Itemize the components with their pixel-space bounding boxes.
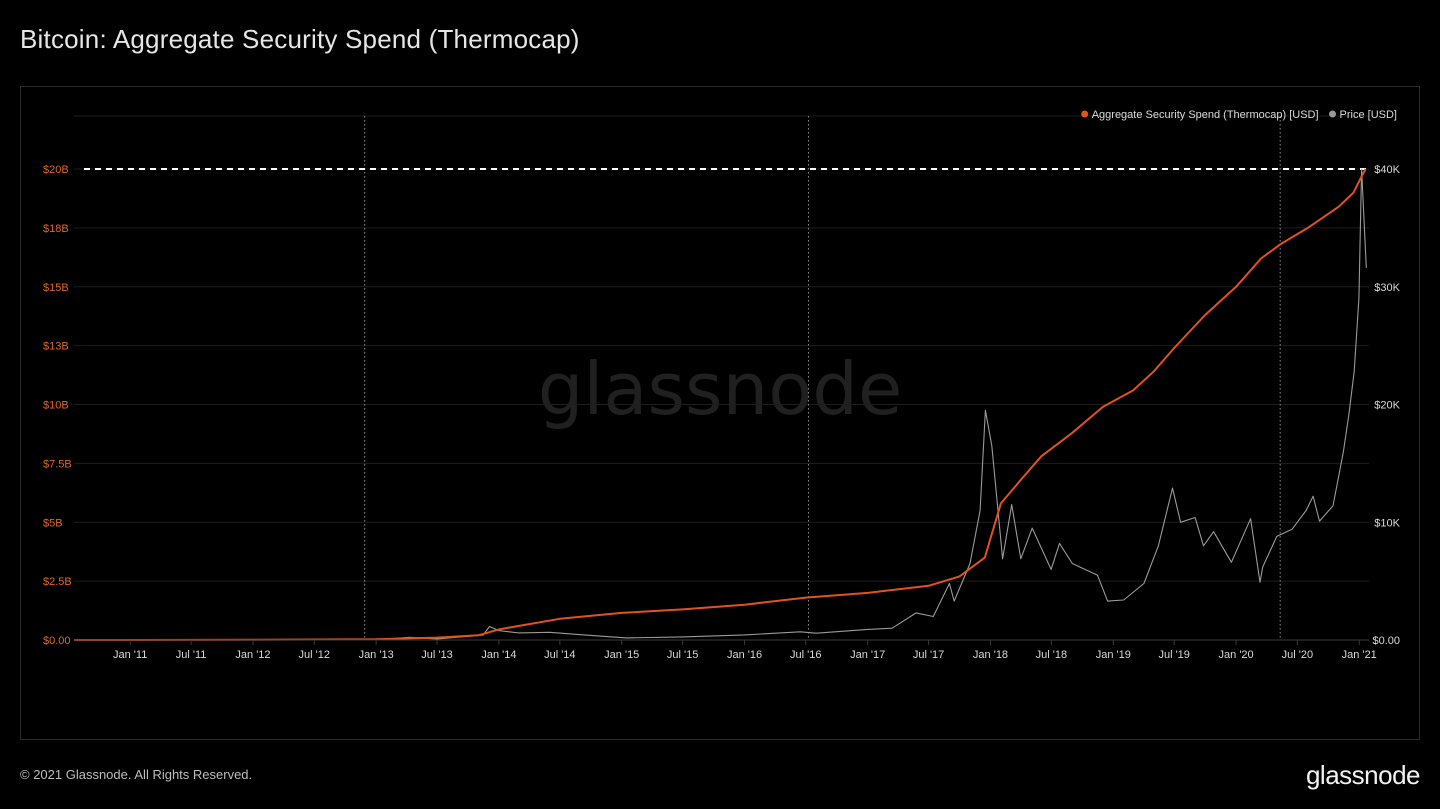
left-tick-label: $7.5B [43,458,72,470]
right-tick-label: $30K [1374,282,1400,294]
x-tick-label: Jan '11 [113,649,147,661]
x-tick-label: Jan '19 [1096,649,1131,661]
glassnode-logo: glassnode [1305,760,1421,790]
x-tick-label: Jul '15 [667,649,698,661]
x-tick-label: Jul '14 [544,649,575,661]
left-tick-label: $10B [43,400,69,412]
price-series-line [73,168,1367,641]
x-tick-label: Jul '17 [913,649,944,661]
x-tick-label: Jul '12 [298,649,329,661]
series-layer [73,168,1367,641]
x-tick-label: Jan '18 [973,649,1008,661]
left-tick-label: $20B [43,164,69,176]
reference-lines [84,116,1369,640]
right-tick-label: $20K [1374,400,1400,412]
left-tick-label: $18B [43,223,69,235]
x-tick-label: Jan '17 [850,649,885,661]
copyright-footer: © 2021 Glassnode. All Rights Reserved. [20,767,253,782]
x-tick-label: Jul '19 [1158,649,1189,661]
x-tick-label: Jul '13 [421,649,452,661]
watermark: glassnode [538,347,903,431]
chart-title: Bitcoin: Aggregate Security Spend (Therm… [20,24,580,54]
x-tick-label: Jan '20 [1219,649,1254,661]
legend-label: Aggregate Security Spend (Thermocap) [US… [1092,109,1319,121]
x-tick-label: Jan '15 [604,649,639,661]
legend-marker [1081,110,1089,118]
x-tick-label: Jan '16 [727,649,762,661]
x-tick-label: Jul '20 [1282,649,1313,661]
left-tick-label: $15B [43,282,69,294]
x-tick-label: Jan '13 [359,649,394,661]
x-tick-label: Jul '18 [1036,649,1067,661]
right-tick-label: $0.00 [1372,635,1400,647]
x-tick-label: Jan '12 [235,649,270,661]
left-tick-label: $13B [43,341,69,353]
left-tick-label: $0.00 [43,635,71,647]
axes: $0.00 $2.5B $5B $7.5B $10B $13B $15B $18B $20B $0… [43,164,1401,661]
right-tick-label: $40K [1374,164,1400,176]
chart-frame [20,86,1420,740]
left-tick-label: $5B [43,517,63,529]
legend-label: Price [USD] [1340,109,1397,121]
left-tick-label: $2.5B [43,576,72,588]
x-tick-label: Jul '16 [790,649,821,661]
x-tick-label: Jan '14 [481,649,516,661]
legend-marker [1329,110,1337,118]
legend[interactable]: Price [USD] Aggregate Security Spend (The… [1081,109,1397,121]
x-tick-label: Jul '11 [176,649,207,661]
right-tick-label: $10K [1374,517,1400,529]
thermocap-series-line [73,168,1367,641]
x-tick-label: Jan '21 [1342,649,1377,661]
